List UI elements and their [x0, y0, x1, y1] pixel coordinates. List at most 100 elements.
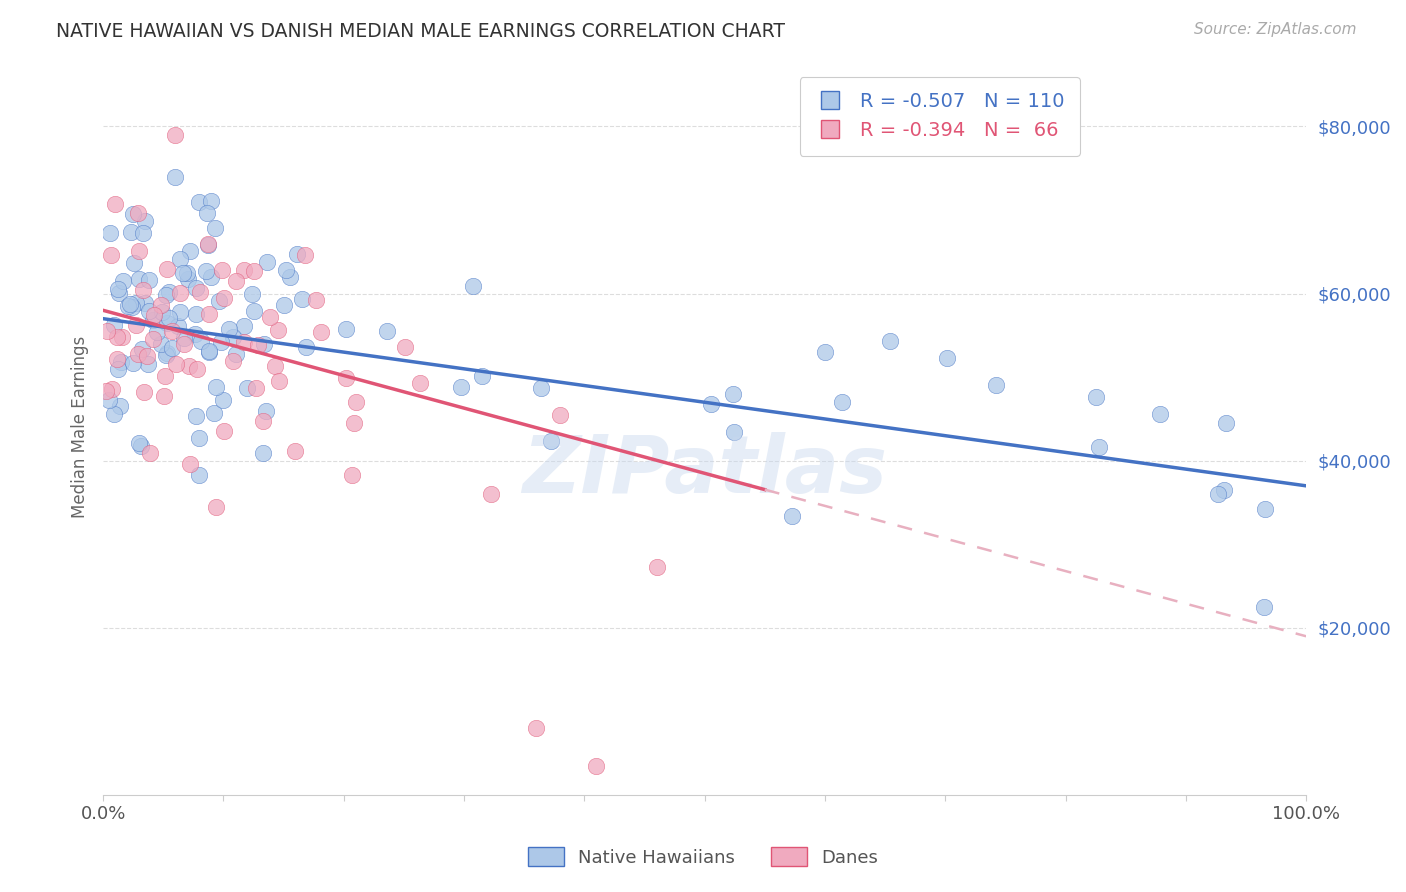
Point: [107, 362, 129, 376]
Point: [273, 298, 295, 312]
Point: [645, 560, 668, 574]
Point: [291, 293, 314, 307]
Point: [139, 446, 162, 460]
Point: [96, 324, 118, 338]
Point: [233, 334, 256, 349]
Point: [142, 308, 165, 322]
Point: [155, 261, 177, 276]
Point: [197, 237, 219, 252]
Point: [131, 439, 153, 453]
Point: [1206, 486, 1229, 500]
Point: [96, 384, 118, 399]
Point: [127, 347, 149, 361]
Point: [197, 344, 219, 359]
Point: [197, 237, 219, 252]
Point: [165, 357, 187, 371]
Point: [1253, 501, 1275, 516]
Point: [540, 434, 562, 448]
Point: [188, 285, 211, 299]
Point: [253, 337, 276, 351]
Point: [160, 341, 183, 355]
Point: [186, 361, 208, 376]
Point: [121, 300, 143, 314]
Point: [343, 416, 366, 430]
Point: [111, 330, 134, 344]
Point: [267, 374, 290, 388]
Point: [177, 359, 200, 374]
Point: [377, 325, 399, 339]
Point: [187, 468, 209, 483]
Point: [274, 262, 297, 277]
Point: [243, 304, 266, 318]
Legend: Native Hawaiians, Danes: Native Hawaiians, Danes: [520, 840, 886, 874]
Point: [208, 294, 231, 309]
Point: [169, 286, 191, 301]
Point: [287, 247, 309, 261]
Point: [108, 399, 131, 413]
Point: [188, 194, 211, 209]
Point: [142, 332, 165, 346]
Point: [104, 196, 127, 211]
Point: [212, 425, 235, 439]
Point: [342, 468, 364, 483]
Point: [120, 297, 142, 311]
Point: [548, 408, 571, 422]
Point: [984, 378, 1007, 392]
Point: [134, 385, 156, 400]
Point: [145, 326, 167, 340]
Point: [107, 282, 129, 296]
Point: [195, 264, 218, 278]
Point: [252, 414, 274, 428]
Point: [173, 336, 195, 351]
Y-axis label: Median Male Earnings: Median Male Earnings: [72, 336, 89, 518]
Point: [155, 287, 177, 301]
Point: [121, 207, 143, 221]
Point: [780, 508, 803, 523]
Text: Source: ZipAtlas.com: Source: ZipAtlas.com: [1194, 22, 1357, 37]
Point: [212, 291, 235, 305]
Point: [122, 356, 145, 370]
Point: [831, 395, 853, 409]
Point: [128, 271, 150, 285]
Point: [134, 296, 156, 310]
Point: [344, 395, 367, 409]
Point: [294, 248, 316, 262]
Text: NATIVE HAWAIIAN VS DANISH MEDIAN MALE EARNINGS CORRELATION CHART: NATIVE HAWAIIAN VS DANISH MEDIAN MALE EA…: [56, 22, 785, 41]
Point: [110, 355, 132, 369]
Point: [252, 446, 274, 460]
Point: [117, 299, 139, 313]
Point: [409, 376, 432, 390]
Point: [112, 273, 135, 287]
Point: [335, 321, 357, 335]
Point: [155, 348, 177, 362]
Point: [187, 431, 209, 445]
Point: [205, 500, 228, 515]
Point: [167, 318, 190, 333]
Point: [128, 244, 150, 258]
Point: [218, 322, 240, 336]
Point: [136, 357, 159, 371]
Point: [98, 227, 121, 241]
Point: [105, 330, 128, 344]
Point: [222, 354, 245, 368]
Point: [97, 392, 120, 407]
Point: [138, 304, 160, 318]
Point: [240, 286, 263, 301]
Point: [184, 307, 207, 321]
Point: [155, 346, 177, 360]
Point: [264, 359, 287, 373]
Point: [335, 371, 357, 385]
Point: [120, 225, 142, 239]
Point: [141, 313, 163, 327]
Point: [225, 274, 247, 288]
Point: [524, 721, 547, 735]
Point: [157, 310, 180, 325]
Point: [176, 272, 198, 286]
Point: [179, 458, 201, 472]
Point: [1253, 599, 1275, 614]
Point: [169, 252, 191, 267]
Point: [309, 325, 332, 339]
Legend: R = -0.507   N = 110, R = -0.394   N =  66: R = -0.507 N = 110, R = -0.394 N = 66: [800, 77, 1080, 155]
Point: [195, 206, 218, 220]
Point: [879, 334, 901, 348]
